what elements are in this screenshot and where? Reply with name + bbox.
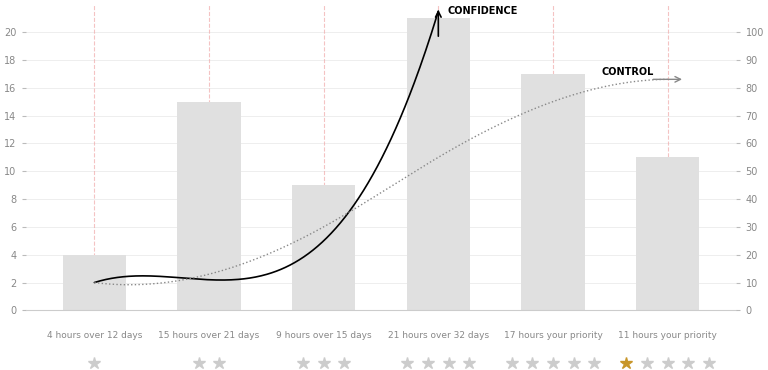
Bar (63, 255, 126, 310)
Text: 4 hours over 12 days: 4 hours over 12 days (47, 331, 142, 340)
Bar (407, 18, 470, 310)
Bar (521, 74, 584, 310)
Text: 11 hours your priority: 11 hours your priority (618, 331, 717, 340)
Text: CONFIDENCE: CONFIDENCE (448, 6, 518, 16)
Text: 17 hours your priority: 17 hours your priority (504, 331, 602, 340)
Bar (636, 157, 699, 310)
Text: CONTROL: CONTROL (601, 67, 654, 77)
Bar (292, 185, 356, 310)
Text: 21 hours over 32 days: 21 hours over 32 days (388, 331, 489, 340)
Bar (177, 102, 240, 310)
Text: 15 hours over 21 days: 15 hours over 21 days (158, 331, 260, 340)
Text: 9 hours over 15 days: 9 hours over 15 days (276, 331, 372, 340)
